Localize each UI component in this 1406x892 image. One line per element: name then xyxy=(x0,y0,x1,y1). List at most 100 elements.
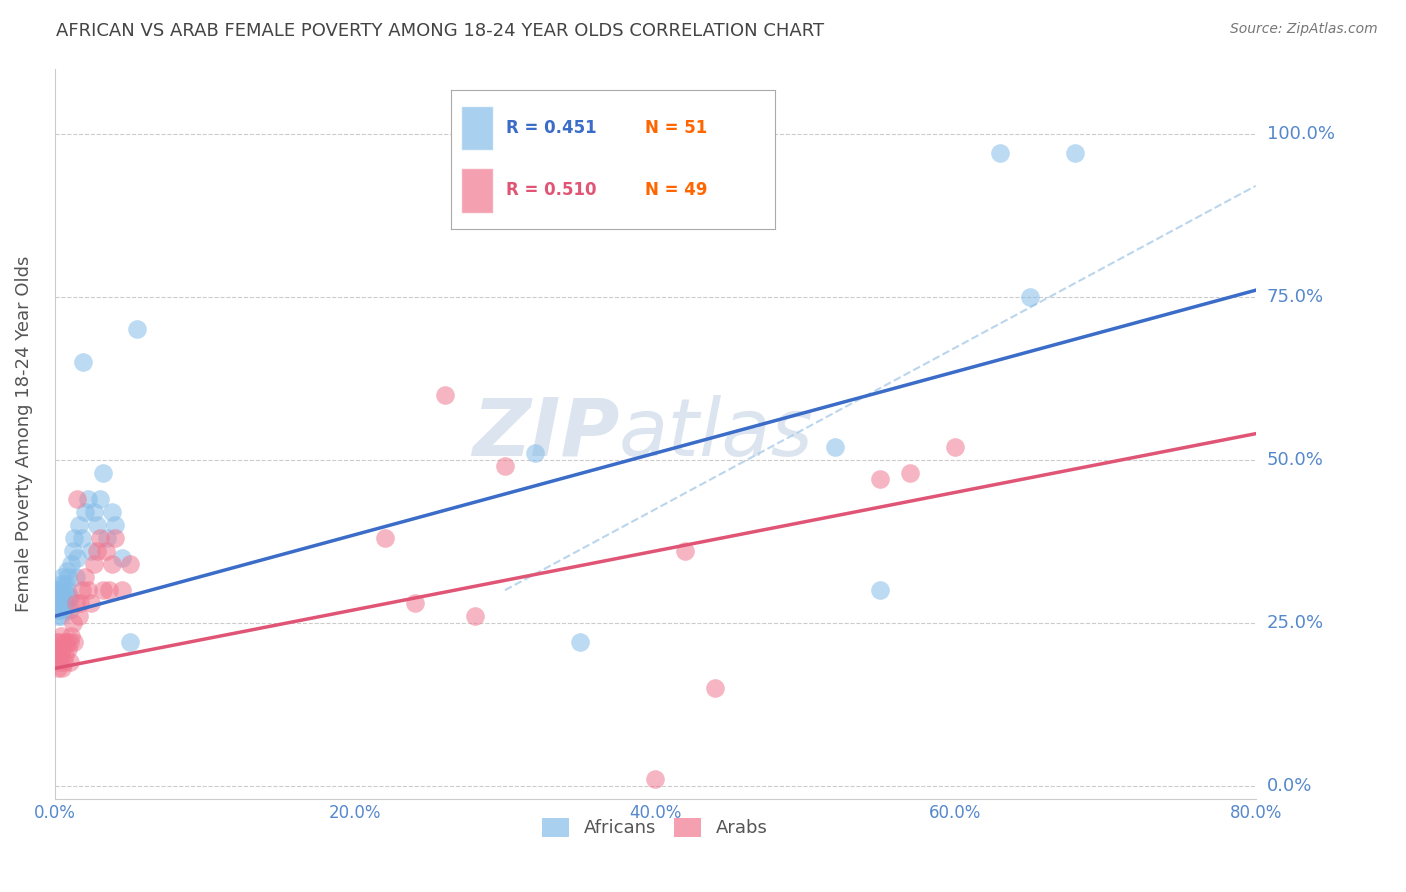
Text: 25.0%: 25.0% xyxy=(1267,614,1324,632)
Point xyxy=(83,557,105,571)
Point xyxy=(58,603,80,617)
Point xyxy=(79,596,101,610)
Point xyxy=(89,491,111,506)
Point xyxy=(48,635,70,649)
Point xyxy=(48,583,70,598)
Point xyxy=(76,491,98,506)
Point xyxy=(63,635,86,649)
Legend: Africans, Arabs: Africans, Arabs xyxy=(536,811,775,845)
Point xyxy=(704,681,727,695)
Point xyxy=(76,583,98,598)
Point xyxy=(91,583,114,598)
Point xyxy=(49,629,72,643)
Point xyxy=(58,655,80,669)
Point xyxy=(69,596,91,610)
Point xyxy=(118,557,141,571)
Point xyxy=(673,544,696,558)
Point xyxy=(46,609,69,624)
Point xyxy=(70,583,93,598)
Text: 50.0%: 50.0% xyxy=(1267,450,1323,469)
Point xyxy=(433,387,456,401)
Point xyxy=(73,505,96,519)
Y-axis label: Female Poverty Among 18-24 Year Olds: Female Poverty Among 18-24 Year Olds xyxy=(15,255,32,612)
Point xyxy=(73,570,96,584)
Point xyxy=(46,583,69,598)
Point xyxy=(48,596,70,610)
Point xyxy=(869,583,891,598)
Point xyxy=(46,641,69,656)
Point xyxy=(58,635,80,649)
Point xyxy=(56,641,79,656)
Point xyxy=(55,635,77,649)
Point xyxy=(45,635,67,649)
Point xyxy=(127,322,149,336)
Point xyxy=(374,531,396,545)
Text: atlas: atlas xyxy=(619,394,814,473)
Point xyxy=(45,603,67,617)
Point xyxy=(94,544,117,558)
Point xyxy=(48,655,70,669)
Point xyxy=(56,570,79,584)
Point xyxy=(63,531,86,545)
Point xyxy=(100,557,122,571)
Point xyxy=(118,635,141,649)
Point xyxy=(898,466,921,480)
Point xyxy=(644,772,666,787)
Point xyxy=(79,544,101,558)
Point xyxy=(990,146,1012,161)
Point xyxy=(464,609,486,624)
Point xyxy=(51,596,73,610)
Point xyxy=(824,440,846,454)
Text: AFRICAN VS ARAB FEMALE POVERTY AMONG 18-24 YEAR OLDS CORRELATION CHART: AFRICAN VS ARAB FEMALE POVERTY AMONG 18-… xyxy=(56,22,824,40)
Point xyxy=(53,596,76,610)
Point xyxy=(494,459,516,474)
Point xyxy=(404,596,426,610)
Point xyxy=(83,505,105,519)
Point xyxy=(55,583,77,598)
Point xyxy=(51,641,73,656)
Point xyxy=(65,596,87,610)
Point xyxy=(523,446,546,460)
Point xyxy=(111,583,134,598)
Point xyxy=(67,609,90,624)
Point xyxy=(86,544,108,558)
Point xyxy=(53,576,76,591)
Text: 100.0%: 100.0% xyxy=(1267,125,1334,143)
Point xyxy=(49,576,72,591)
Point xyxy=(49,590,72,604)
Point xyxy=(49,648,72,663)
Point xyxy=(72,355,94,369)
Point xyxy=(67,518,90,533)
Text: 75.0%: 75.0% xyxy=(1267,288,1324,306)
Point xyxy=(91,466,114,480)
Point xyxy=(96,531,118,545)
Point xyxy=(66,491,89,506)
Point xyxy=(62,544,84,558)
Point xyxy=(70,531,93,545)
Point xyxy=(1064,146,1087,161)
Point xyxy=(45,590,67,604)
Point xyxy=(52,655,75,669)
Point xyxy=(56,590,79,604)
Point xyxy=(51,661,73,675)
Point xyxy=(52,583,75,598)
Point xyxy=(52,603,75,617)
Point xyxy=(65,570,87,584)
Point xyxy=(89,531,111,545)
Point xyxy=(103,518,125,533)
Point xyxy=(58,590,80,604)
Point xyxy=(97,583,120,598)
Point xyxy=(51,570,73,584)
Point xyxy=(943,440,966,454)
Point xyxy=(1019,290,1042,304)
Point xyxy=(52,635,75,649)
Point xyxy=(66,550,89,565)
Text: 0.0%: 0.0% xyxy=(1267,777,1312,795)
Point xyxy=(51,583,73,598)
Point xyxy=(111,550,134,565)
Point xyxy=(60,629,83,643)
Point xyxy=(60,557,83,571)
Text: Source: ZipAtlas.com: Source: ZipAtlas.com xyxy=(1230,22,1378,37)
Point xyxy=(62,615,84,630)
Point xyxy=(49,609,72,624)
